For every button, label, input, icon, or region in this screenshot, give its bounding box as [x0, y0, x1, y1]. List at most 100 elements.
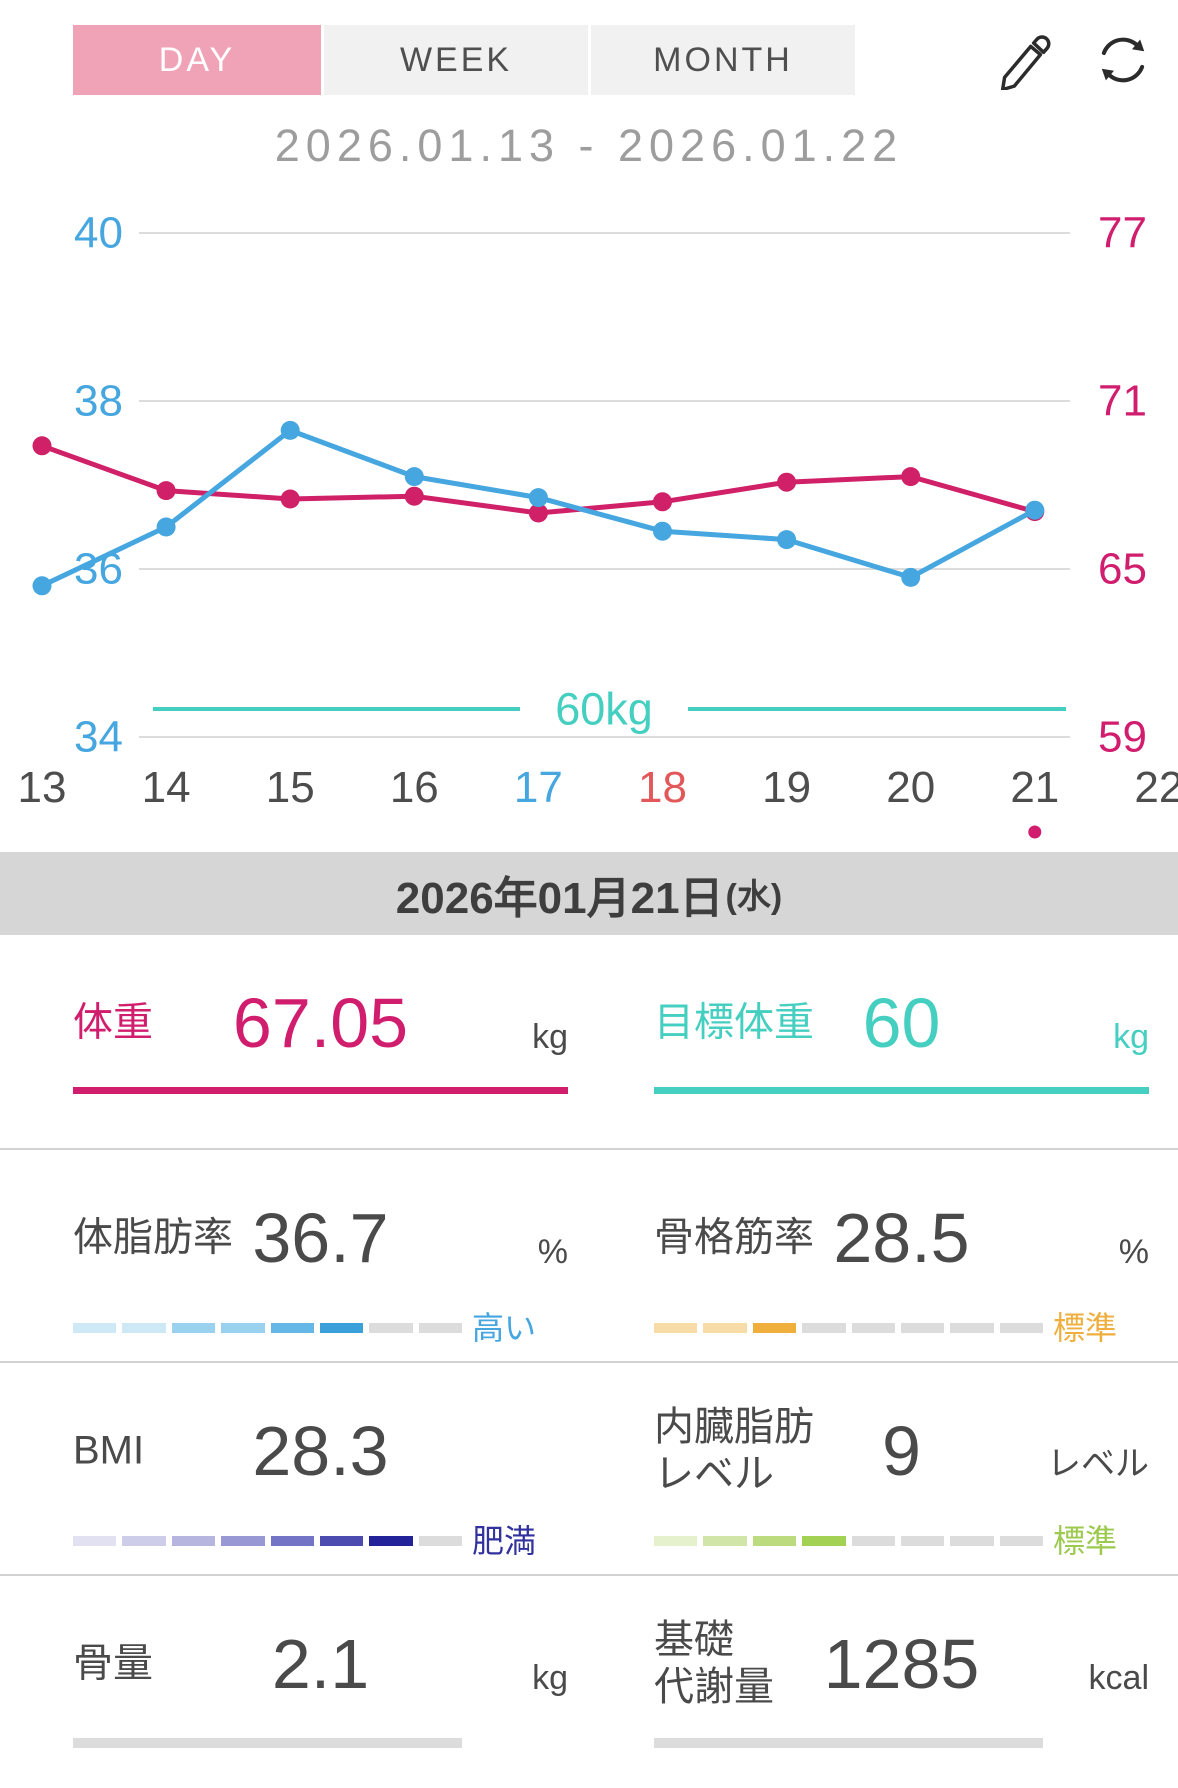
metric-unit: kg	[532, 1018, 568, 1056]
series-point-weight[interactable]	[528, 503, 548, 523]
metric-underline	[73, 1087, 568, 1094]
metric-value: 60	[862, 984, 941, 1062]
gauge-segment	[171, 1536, 216, 1546]
axis-tick-left: 34	[74, 713, 123, 762]
x-axis-label-22[interactable]: 22	[1134, 763, 1178, 812]
x-axis-label-19[interactable]: 19	[762, 763, 811, 812]
gauge-segment	[319, 1536, 364, 1546]
metric-unit: %	[537, 1233, 568, 1271]
gauge-segment	[999, 1536, 1043, 1546]
selected-date-bar: 2026年01月21日 (水)	[0, 852, 1178, 935]
gauge-segment	[73, 1323, 117, 1333]
trend-chart: 40 77 38 71 36 65 34 59 60kg 13 14 15 16 17 18 19 20 21 22	[0, 180, 1178, 852]
series-point-bodyfat[interactable]	[280, 420, 300, 440]
metric-gauge	[654, 1738, 1043, 1748]
metric-value: 36.7	[252, 1199, 389, 1277]
metric-gauge	[73, 1536, 462, 1546]
gauge-segment	[950, 1536, 994, 1546]
series-point-bodyfat[interactable]	[777, 530, 797, 550]
series-point-bodyfat[interactable]	[32, 576, 52, 596]
metric-unit: レベル	[1047, 1445, 1149, 1483]
gauge-segment	[418, 1536, 462, 1546]
metric-underline	[654, 1087, 1149, 1094]
series-point-weight[interactable]	[32, 436, 52, 456]
series-point-bodyfat[interactable]	[528, 488, 548, 508]
edit-button[interactable]	[992, 28, 1054, 90]
series-point-weight[interactable]	[280, 489, 300, 509]
gauge-segment	[703, 1323, 747, 1333]
metric-label: 目標体重	[654, 1000, 814, 1045]
series-point-weight[interactable]	[777, 472, 797, 492]
metric-unit: kcal	[1088, 1659, 1149, 1697]
metric-label: 内臓脂肪 レベル	[654, 1404, 814, 1496]
gauge-segment	[999, 1323, 1043, 1333]
gauge-segment	[122, 1536, 166, 1546]
gauge-segment	[654, 1738, 1043, 1748]
metric-value: 28.5	[833, 1199, 970, 1277]
refresh-button[interactable]	[1092, 28, 1154, 90]
series-point-weight[interactable]	[653, 492, 672, 512]
tab-week[interactable]: WEEK	[324, 25, 588, 95]
selected-weekday-label: (水)	[725, 878, 783, 916]
metrics-grid: 体重 67.05 kg 目標体重 60 kg 体脂肪率 36.7% 高い 骨格筋率 28.5% 標準 B…	[0, 935, 1178, 1787]
gauge-segment	[73, 1536, 117, 1546]
axis-tick-right: 71	[1098, 377, 1147, 426]
metric-value: 28.3	[252, 1412, 389, 1490]
metric-cell-body-fat: 体脂肪率 36.7% 高い	[0, 1148, 628, 1361]
gauge-segment	[900, 1536, 945, 1546]
date-range-label: 2026.01.13 - 2026.01.22	[274, 120, 904, 171]
gauge-segment	[369, 1323, 413, 1333]
tab-month[interactable]: MONTH	[591, 25, 855, 95]
metric-cell-bone-mass: 骨量 2.1 kg	[0, 1574, 628, 1787]
metric-label: BMI	[73, 1428, 145, 1473]
metric-label: 骨量	[73, 1641, 153, 1686]
axis-tick-left: 40	[74, 209, 123, 258]
x-axis-label-15[interactable]: 15	[266, 763, 315, 812]
gauge-segment	[654, 1536, 698, 1546]
metric-unit: kg	[1113, 1018, 1149, 1056]
series-point-weight[interactable]	[404, 486, 424, 506]
axis-tick-right: 77	[1098, 209, 1147, 258]
axis-tick-right: 59	[1098, 713, 1147, 762]
x-axis-label-13[interactable]: 13	[18, 763, 67, 812]
gauge-segment	[900, 1323, 945, 1333]
axis-tick-left: 38	[74, 377, 123, 426]
refresh-icon	[1101, 37, 1145, 83]
x-axis-label-18[interactable]: 18	[638, 763, 687, 812]
metric-rating: 肥満	[472, 1523, 537, 1559]
series-point-weight[interactable]	[901, 467, 921, 487]
series-point-bodyfat[interactable]	[653, 521, 672, 541]
x-axis-label-14[interactable]: 14	[142, 763, 191, 812]
metric-unit: %	[1118, 1233, 1149, 1271]
pencil-icon	[1000, 35, 1051, 90]
metric-cell-basal-metabolism: 基礎 代謝量 1285 kcal	[628, 1574, 1178, 1787]
series-point-bodyfat[interactable]	[404, 467, 424, 487]
gauge-segment	[851, 1323, 895, 1333]
metric-cell-bmi: BMI 28.3 肥満	[0, 1361, 628, 1574]
gauge-segment	[73, 1738, 462, 1748]
metric-cell-skeletal-muscle: 骨格筋率 28.5% 標準	[628, 1148, 1178, 1361]
x-axis-label-21[interactable]: 21	[1010, 763, 1059, 812]
tab-day[interactable]: DAY	[73, 25, 321, 95]
gauge-segment	[270, 1536, 314, 1546]
series-point-weight[interactable]	[156, 481, 176, 501]
series-point-bodyfat[interactable]	[156, 517, 176, 537]
x-axis-label-17[interactable]: 17	[514, 763, 563, 812]
gauge-segment	[369, 1536, 413, 1546]
metric-cell-visceral-fat: 内臓脂肪 レベル 9 レベル 標準	[628, 1361, 1178, 1574]
x-axis-label-16[interactable]: 16	[390, 763, 439, 812]
selected-day-marker	[1028, 825, 1042, 839]
top-bar: DAY WEEK MONTH	[0, 0, 1178, 120]
metric-label: 体重	[73, 1000, 153, 1045]
series-point-bodyfat[interactable]	[1025, 500, 1045, 520]
gauge-segment	[752, 1323, 797, 1333]
gauge-segment	[752, 1536, 797, 1546]
series-point-bodyfat[interactable]	[901, 567, 921, 587]
metric-value: 1285	[823, 1625, 980, 1703]
metric-label: 基礎 代謝量	[654, 1617, 774, 1709]
x-axis-label-20[interactable]: 20	[886, 763, 935, 812]
metric-unit: kg	[532, 1659, 568, 1697]
gauge-segment	[654, 1323, 698, 1333]
gauge-segment	[270, 1323, 314, 1333]
